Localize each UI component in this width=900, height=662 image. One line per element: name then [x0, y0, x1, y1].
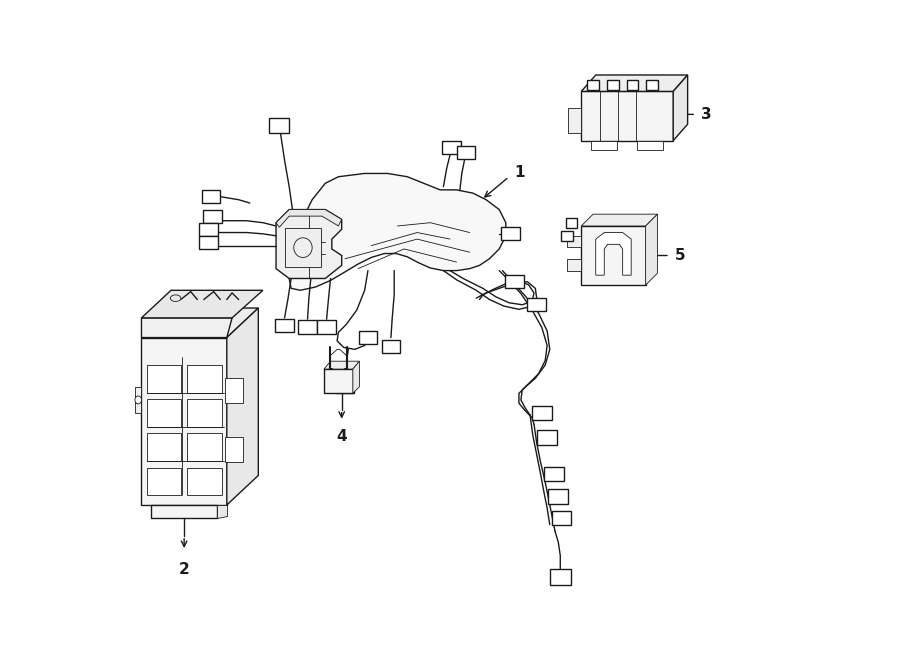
Bar [202, 190, 220, 203]
Polygon shape [673, 75, 688, 140]
Polygon shape [135, 387, 141, 413]
Bar [203, 210, 221, 222]
Bar [275, 319, 293, 332]
Polygon shape [141, 338, 227, 505]
Bar [646, 80, 658, 90]
Bar [269, 118, 289, 133]
Polygon shape [276, 210, 342, 279]
Bar [456, 146, 475, 159]
Bar [199, 236, 218, 249]
Bar [147, 467, 181, 495]
Bar [561, 231, 572, 241]
Polygon shape [324, 369, 353, 393]
Bar [147, 399, 181, 427]
Bar [147, 365, 181, 393]
Bar [548, 489, 568, 504]
Bar [607, 80, 618, 90]
Bar [544, 467, 563, 481]
Bar [299, 320, 317, 334]
Bar [532, 406, 552, 420]
Polygon shape [141, 291, 263, 318]
Text: 4: 4 [337, 430, 347, 444]
Polygon shape [141, 318, 232, 338]
Polygon shape [568, 108, 581, 133]
Ellipse shape [170, 295, 181, 301]
Bar [187, 365, 221, 393]
Bar [336, 379, 355, 393]
Bar [284, 228, 320, 267]
Bar [318, 320, 336, 334]
Bar [442, 140, 461, 154]
Polygon shape [581, 226, 645, 285]
Text: 2: 2 [179, 562, 190, 577]
Polygon shape [591, 140, 617, 150]
Polygon shape [637, 140, 663, 150]
Text: 3: 3 [701, 107, 711, 122]
Bar [501, 227, 519, 240]
Polygon shape [581, 91, 673, 140]
Bar [225, 378, 243, 403]
Polygon shape [141, 308, 258, 338]
Polygon shape [276, 210, 342, 227]
Polygon shape [324, 361, 359, 369]
Bar [565, 218, 578, 228]
Polygon shape [567, 259, 581, 271]
Bar [505, 275, 524, 289]
Polygon shape [581, 75, 688, 91]
Polygon shape [645, 214, 657, 285]
Polygon shape [353, 361, 359, 393]
Bar [550, 569, 571, 585]
Bar [187, 399, 221, 427]
Bar [587, 80, 599, 90]
Text: 1: 1 [514, 165, 525, 179]
Bar [359, 331, 377, 344]
Bar [626, 80, 638, 90]
Bar [527, 298, 545, 311]
Polygon shape [227, 308, 258, 505]
Text: 5: 5 [674, 248, 685, 263]
Bar [225, 438, 243, 462]
Polygon shape [581, 214, 657, 226]
Bar [199, 222, 218, 236]
Polygon shape [217, 505, 227, 518]
Polygon shape [567, 236, 581, 247]
Bar [382, 340, 400, 353]
Bar [552, 511, 572, 526]
Bar [147, 434, 181, 461]
Polygon shape [289, 173, 506, 291]
Bar [187, 434, 221, 461]
Polygon shape [151, 505, 217, 518]
Bar [187, 467, 221, 495]
Ellipse shape [135, 396, 141, 404]
Polygon shape [596, 232, 631, 275]
Ellipse shape [293, 238, 312, 258]
Bar [537, 430, 557, 445]
